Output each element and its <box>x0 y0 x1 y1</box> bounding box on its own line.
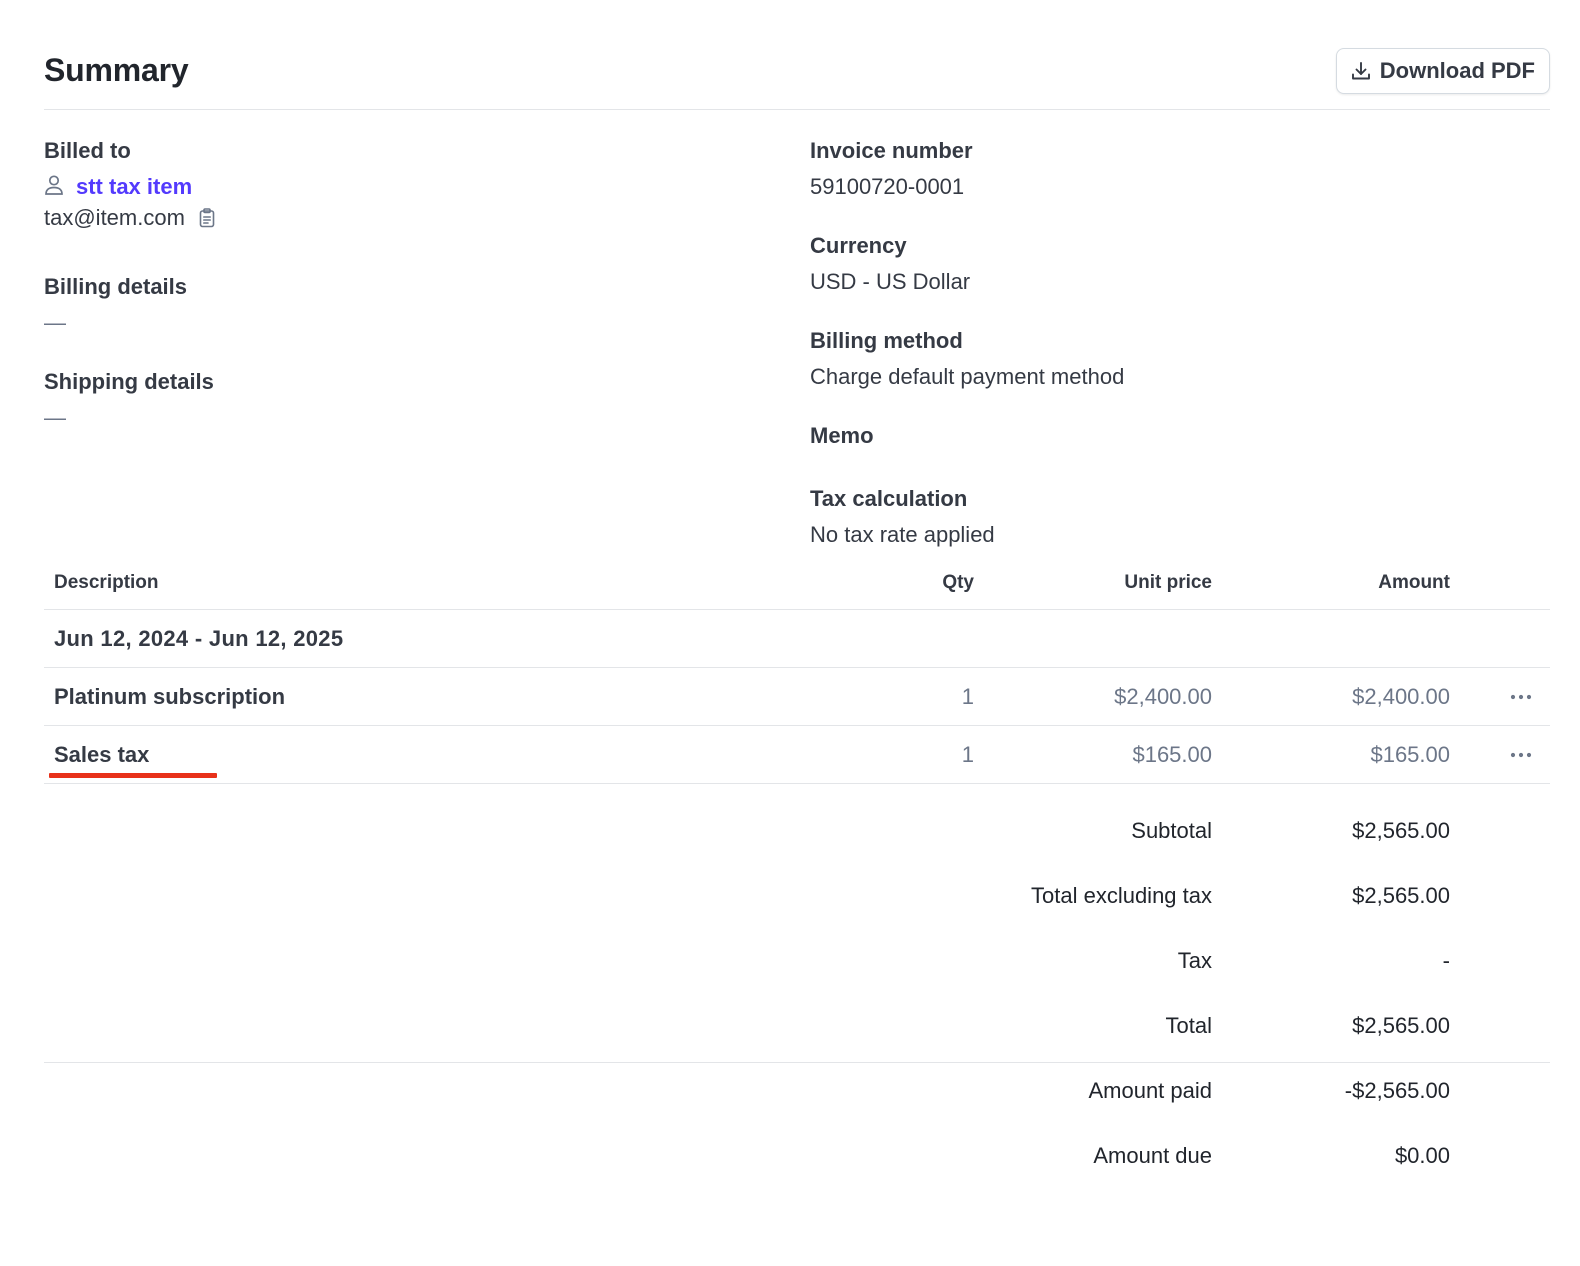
annotation-underline <box>49 773 217 778</box>
billing-period: Jun 12, 2024 - Jun 12, 2025 <box>54 626 344 651</box>
amount-due-label: Amount due <box>1093 1143 1212 1168</box>
billing-method-section: Billing method Charge default payment me… <box>810 320 1510 392</box>
billed-to-section: Billed to stt tax item tax@item.com <box>44 130 744 234</box>
line-item-qty: 1 <box>961 742 974 767</box>
subtotal-label: Subtotal <box>1131 818 1212 843</box>
currency-section: Currency USD - US Dollar <box>810 225 1510 297</box>
tax-value: - <box>1442 948 1450 973</box>
total-label: Total <box>1165 1013 1212 1038</box>
tax-label: Tax <box>1177 948 1212 973</box>
amount-paid-value: -$2,565.00 <box>1344 1078 1450 1103</box>
line-item-amount: $2,400.00 <box>1352 684 1450 709</box>
table-row: Platinum subscription 1 $2,400.00 $2,400… <box>44 668 1550 726</box>
line-item-qty: 1 <box>961 684 974 709</box>
page-title: Summary <box>44 52 189 88</box>
memo-section: Memo <box>810 415 1510 457</box>
customer-name-link[interactable]: stt tax item <box>76 174 193 199</box>
shipping-details-value: — <box>44 405 66 430</box>
memo-label: Memo <box>810 423 874 448</box>
download-icon <box>1350 60 1372 82</box>
customer-row: stt tax item <box>44 172 744 202</box>
total-excluding-tax-row: Total excluding tax $2,565.00 <box>44 865 1550 930</box>
amount-paid-row: Amount paid -$2,565.00 <box>44 1060 1550 1125</box>
customer-details-column: Billed to stt tax item tax@item.com <box>44 130 744 463</box>
column-header-description: Description <box>54 572 159 593</box>
summary-header: Summary Download PDF <box>44 0 1550 110</box>
total-excluding-tax-label: Total excluding tax <box>1031 883 1212 908</box>
column-header-unit-price: Unit price <box>1124 572 1212 593</box>
amount-paid-label: Amount paid <box>1088 1078 1212 1103</box>
currency-label: Currency <box>810 233 907 258</box>
invoice-details-column: Invoice number 59100720-0001 Currency US… <box>810 130 1510 580</box>
invoice-number-section: Invoice number 59100720-0001 <box>810 130 1510 202</box>
column-header-qty: Qty <box>942 572 974 593</box>
more-horizontal-icon[interactable] <box>1510 668 1532 725</box>
billing-details-label: Billing details <box>44 274 188 299</box>
table-row: Sales tax 1 $165.00 $165.00 <box>44 726 1550 784</box>
line-item-description: Sales tax <box>54 742 150 767</box>
customer-email: tax@item.com <box>44 205 185 230</box>
billing-method-label: Billing method <box>810 328 963 353</box>
billing-method-value: Charge default payment method <box>810 364 1125 389</box>
invoice-number-value: 59100720-0001 <box>810 174 965 199</box>
customer-email-row: tax@item.com <box>44 202 744 234</box>
more-horizontal-icon[interactable] <box>1510 726 1532 783</box>
subtotal-row: Subtotal $2,565.00 <box>44 800 1550 865</box>
line-item-unit-price: $165.00 <box>1132 742 1212 767</box>
line-item-amount: $165.00 <box>1370 742 1450 767</box>
line-item-unit-price: $2,400.00 <box>1114 684 1212 709</box>
shipping-details-section: Shipping details — <box>44 361 744 433</box>
amount-due-value: $0.00 <box>1394 1143 1450 1168</box>
amount-due-row: Amount due $0.00 <box>44 1125 1550 1190</box>
totals-divider <box>44 1062 1550 1063</box>
line-item-description: Platinum subscription <box>54 684 286 709</box>
person-icon <box>44 174 64 201</box>
billed-to-label: Billed to <box>44 138 131 163</box>
billing-details-value: — <box>44 310 66 335</box>
download-pdf-label: Download PDF <box>1379 58 1535 83</box>
tax-row: Tax - <box>44 930 1550 995</box>
billing-period-row: Jun 12, 2024 - Jun 12, 2025 <box>44 610 1550 668</box>
billing-details-section: Billing details — <box>44 266 744 338</box>
shipping-details-label: Shipping details <box>44 369 214 394</box>
total-row: Total $2,565.00 <box>44 995 1550 1060</box>
tax-calculation-section: Tax calculation No tax rate applied <box>810 478 1510 550</box>
currency-value: USD - US Dollar <box>810 269 971 294</box>
download-pdf-button[interactable]: Download PDF <box>1335 48 1550 94</box>
table-header: Description Qty Unit price Amount <box>44 563 1550 610</box>
total-excluding-tax-value: $2,565.00 <box>1352 883 1450 908</box>
tax-calculation-value: No tax rate applied <box>810 522 995 547</box>
invoice-number-label: Invoice number <box>810 138 973 163</box>
subtotal-value: $2,565.00 <box>1352 818 1450 843</box>
line-items-table: Description Qty Unit price Amount Jun 12… <box>44 563 1550 784</box>
total-value: $2,565.00 <box>1352 1013 1450 1038</box>
column-header-amount: Amount <box>1378 572 1450 593</box>
invoice-totals: Subtotal $2,565.00 Total excluding tax $… <box>44 800 1550 1190</box>
clipboard-icon[interactable] <box>199 208 215 228</box>
invoice-summary-page: Summary Download PDF Billed to <box>44 0 1550 1266</box>
tax-calculation-label: Tax calculation <box>810 486 968 511</box>
